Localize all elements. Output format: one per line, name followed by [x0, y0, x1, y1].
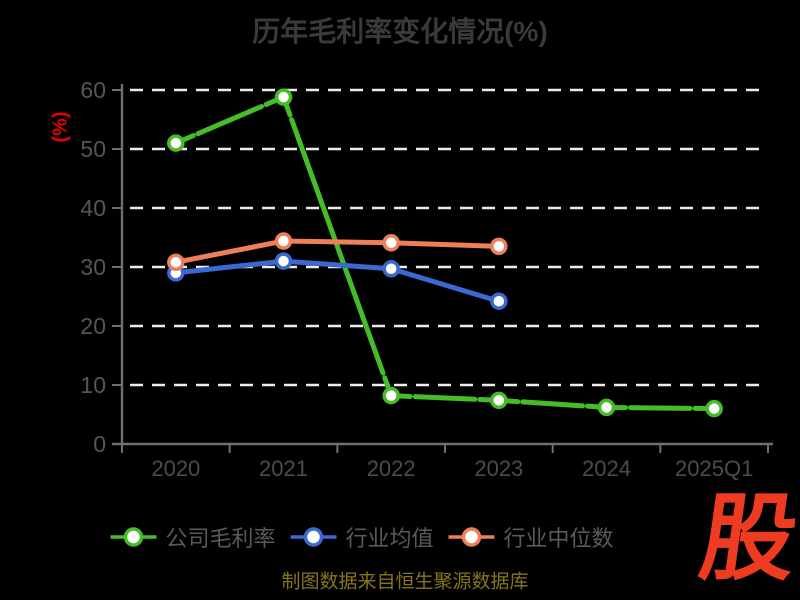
data-point: [274, 88, 293, 106]
data-point: [705, 399, 723, 418]
legend-label: 行业均值: [345, 526, 434, 551]
data-source-caption: 制图数据来自恒生聚源数据库: [281, 571, 529, 593]
y-tick-label: 50: [80, 136, 106, 162]
series-industry-median: [167, 232, 508, 272]
chart-title: 历年毛利率变化情况(%): [252, 16, 548, 47]
chart-legend: 公司毛利率 行业均值 行业中位数: [110, 521, 614, 553]
x-tick-label: 2022: [367, 456, 416, 481]
legend-label: 行业中位数: [503, 526, 614, 551]
data-point: [167, 253, 185, 272]
legend-item-company-gross-margin[interactable]: 公司毛利率: [110, 521, 275, 553]
data-point: [597, 398, 616, 417]
data-point: [382, 386, 400, 405]
series-company-gross-margin: [167, 88, 723, 418]
series-industry-average: [167, 252, 508, 310]
y-tick-label: 30: [80, 254, 106, 280]
y-tick-label: 0: [93, 431, 106, 457]
y-tick-label: 10: [80, 372, 106, 398]
brand-logo: 股: [693, 486, 800, 592]
axes: 0 10 20 30 40 50 60 2020 2021 2022 2023 2024 2025Q1: [80, 77, 773, 481]
data-point: [382, 260, 400, 278]
legend-marker-icon: [110, 527, 157, 547]
x-tick-label: 2025Q1: [675, 456, 753, 481]
x-tick-label: 2023: [474, 456, 523, 481]
data-point: [274, 232, 293, 250]
data-point: [167, 134, 185, 152]
y-gridlines: [130, 88, 766, 387]
data-point: [490, 237, 508, 256]
x-tick-label: 2021: [259, 456, 308, 481]
data-point: [274, 252, 293, 270]
data-point: [490, 391, 508, 410]
y-tick-label: 20: [80, 313, 106, 339]
data-point: [490, 292, 508, 310]
legend-item-industry-median[interactable]: 行业中位数: [448, 521, 614, 553]
legend-label: 公司毛利率: [165, 526, 276, 551]
legend-item-industry-average[interactable]: 行业均值: [290, 521, 434, 553]
x-tick-label: 2020: [151, 456, 200, 481]
y-tick-label: 60: [80, 77, 106, 103]
y-tick-label: 40: [80, 195, 106, 221]
legend-marker-icon: [448, 527, 495, 547]
x-tick-label: 2024: [582, 456, 631, 481]
data-point: [382, 234, 400, 252]
legend-marker-icon: [290, 527, 337, 547]
